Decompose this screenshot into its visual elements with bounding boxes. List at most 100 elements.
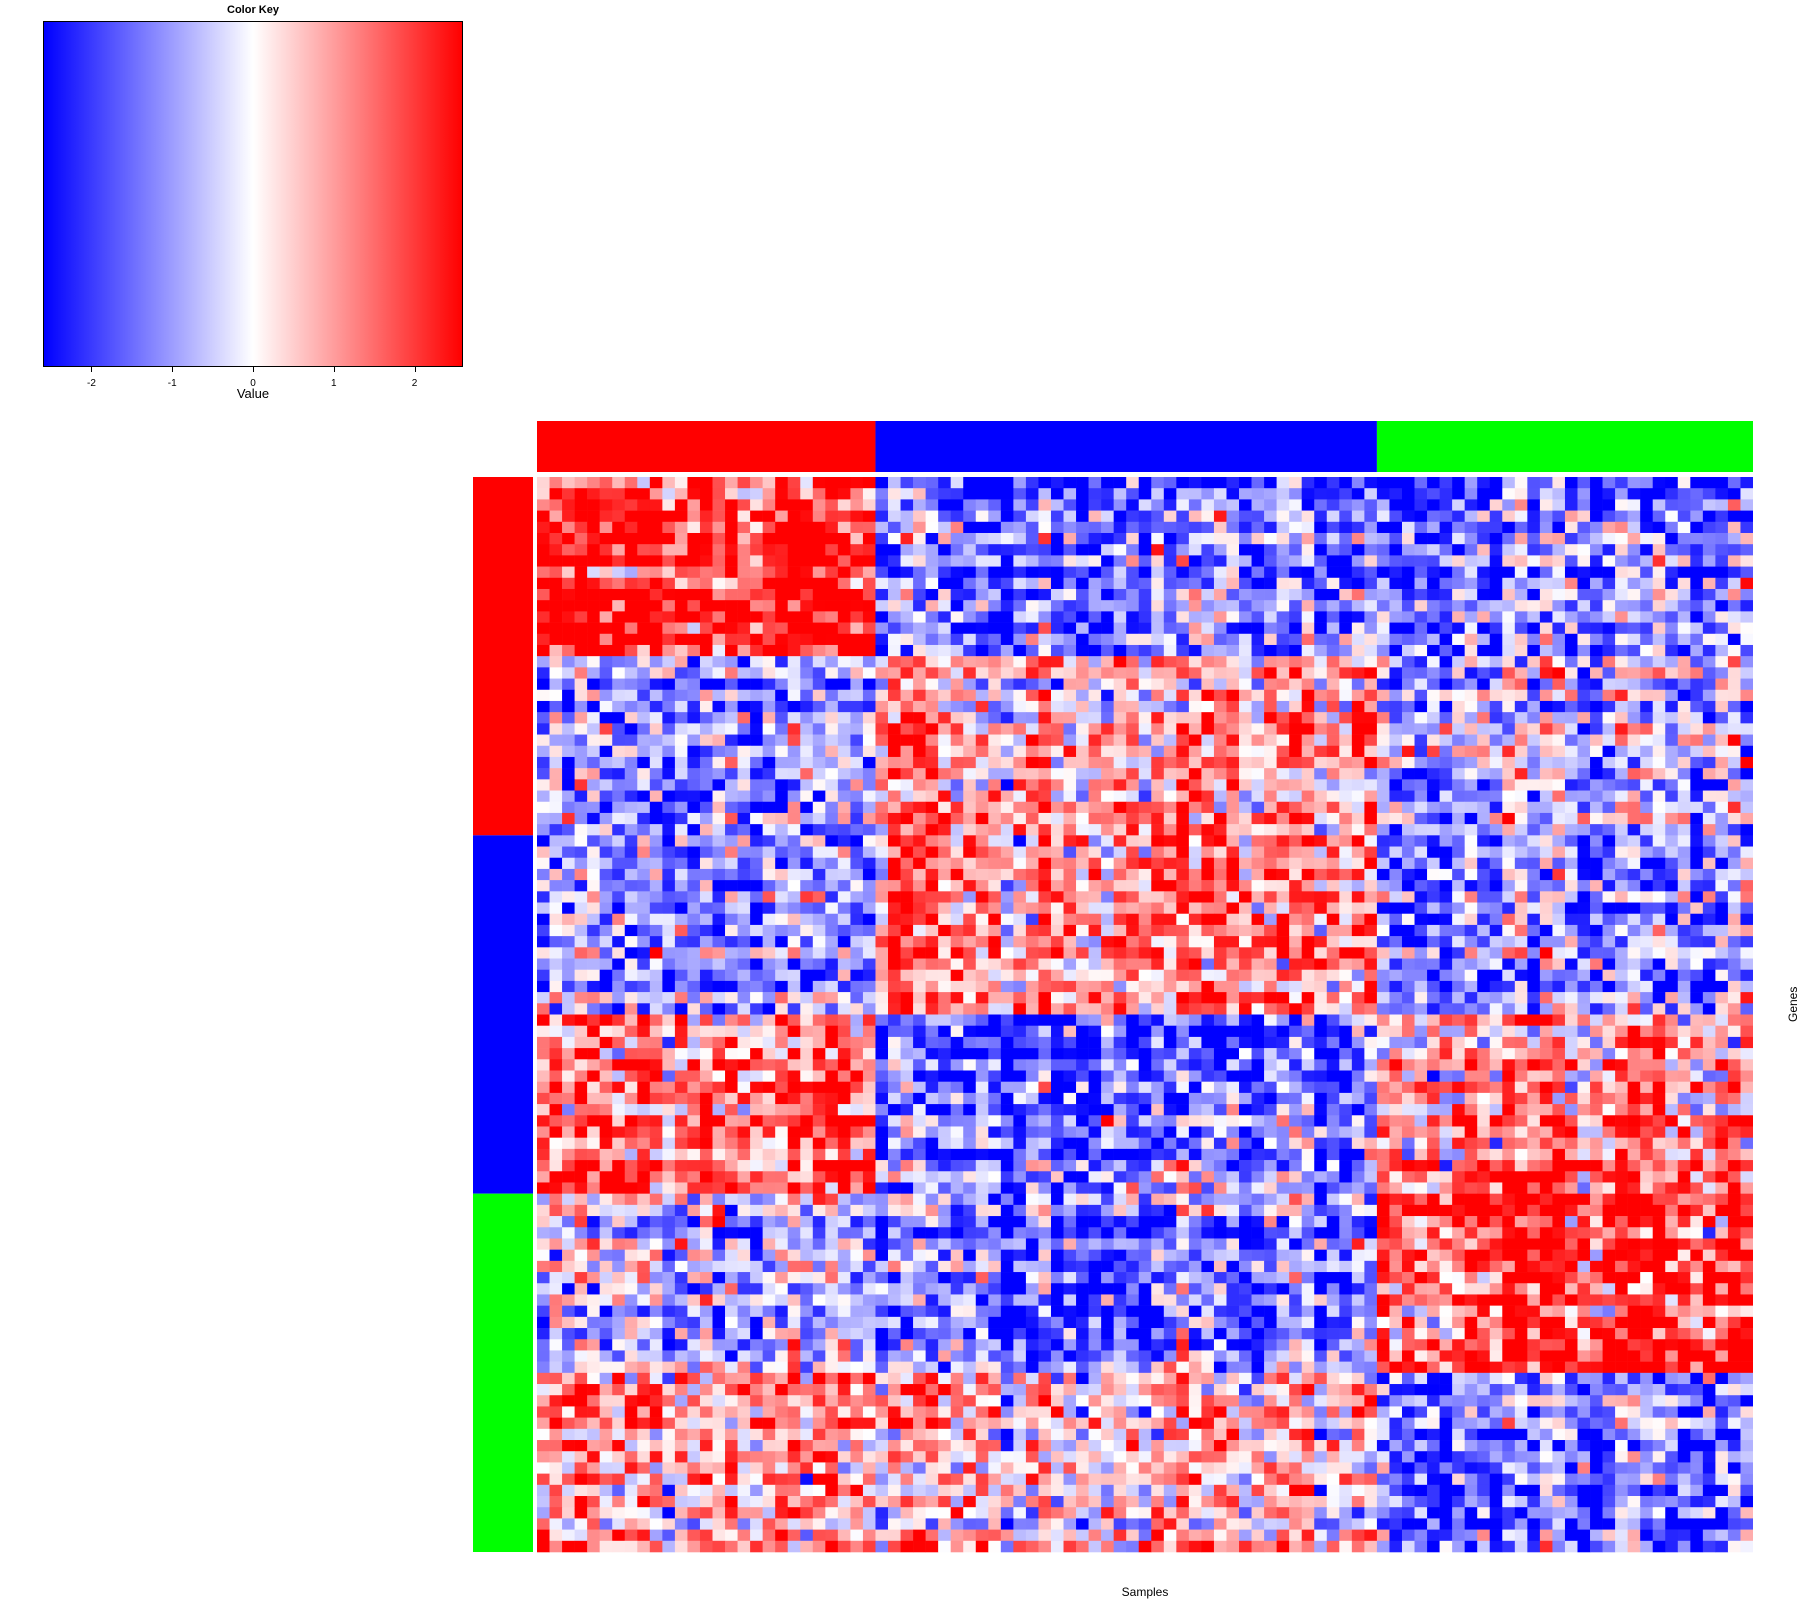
heatmap-cell (1539, 566, 1553, 579)
heatmap-cell (1376, 656, 1390, 668)
heatmap-cell (1577, 488, 1591, 500)
heatmap-cell (812, 846, 826, 859)
heatmap-cell (1264, 488, 1277, 500)
heatmap-cell (549, 678, 563, 691)
heatmap-cell (1289, 756, 1303, 769)
heatmap-cell (1314, 1036, 1328, 1049)
heatmap-cell (549, 521, 563, 534)
heatmap-cell (1652, 611, 1666, 623)
heatmap-cell (1326, 488, 1340, 500)
heatmap-cell (1213, 588, 1227, 601)
heatmap-cell (1564, 902, 1578, 915)
heatmap-cell (637, 835, 651, 847)
heatmap-cell (862, 947, 876, 959)
heatmap-cell (1452, 835, 1465, 847)
heatmap-cell (1326, 924, 1340, 937)
heatmap-cell (1013, 868, 1027, 881)
heatmap-cell (950, 868, 964, 881)
heatmap-cell (1301, 712, 1315, 724)
heatmap-cell (900, 835, 914, 847)
heatmap-cell (574, 868, 588, 881)
heatmap-cell (787, 835, 801, 847)
heatmap-cell (1564, 947, 1578, 959)
heatmap-cell (587, 1025, 600, 1038)
heatmap-cell (913, 712, 926, 724)
heatmap-cell (1050, 824, 1064, 836)
heatmap-cell (725, 1014, 738, 1026)
heatmap-cell (599, 734, 613, 747)
heatmap-cell (1715, 1025, 1729, 1038)
heatmap-cell (1314, 644, 1328, 657)
heatmap-cell (1289, 745, 1303, 758)
heatmap-cell (1151, 768, 1165, 780)
heatmap-cell (1314, 936, 1328, 948)
heatmap-cell (1452, 622, 1465, 635)
heatmap-cell (712, 812, 726, 825)
heatmap-cell (963, 521, 977, 534)
heatmap-cell (1025, 477, 1039, 489)
heatmap-cell (850, 734, 864, 747)
heatmap-cell (1577, 611, 1591, 623)
heatmap-cell (750, 835, 763, 847)
heatmap-cell (1677, 499, 1691, 511)
heatmap-cell (963, 510, 977, 523)
heatmap-cell (674, 768, 688, 780)
heatmap-cell (637, 488, 651, 500)
heatmap-cell (1176, 880, 1190, 892)
heatmap-cell (1239, 521, 1252, 534)
heatmap-cell (862, 544, 876, 556)
heatmap-cell (1439, 712, 1453, 724)
heatmap-cell (850, 980, 864, 993)
heatmap-cell (1615, 924, 1628, 937)
heatmap-cell (1364, 868, 1378, 881)
heatmap-cell (737, 532, 751, 545)
heatmap-cell (712, 1036, 726, 1049)
heatmap-cell (1050, 1025, 1064, 1038)
heatmap-cell (1740, 846, 1753, 859)
heatmap-cell (1201, 532, 1215, 545)
heatmap-cell (1677, 644, 1691, 657)
heatmap-cell (875, 488, 889, 500)
heatmap-cell (775, 689, 789, 702)
heatmap-cell (800, 544, 814, 556)
heatmap-cell (674, 992, 688, 1004)
heatmap-cell (1640, 924, 1654, 937)
heatmap-cell (1702, 812, 1716, 825)
heatmap-cell (963, 734, 977, 747)
heatmap-cell (1414, 611, 1428, 623)
heatmap-cell (1690, 510, 1704, 523)
heatmap-cell (825, 678, 839, 691)
heatmap-cell (862, 1048, 876, 1060)
heatmap-cell (1276, 868, 1290, 881)
heatmap-cell (649, 633, 663, 646)
heatmap-cell (687, 555, 701, 567)
heatmap-cell (1452, 712, 1465, 724)
heatmap-cell (1339, 644, 1353, 657)
heatmap-cell (1376, 756, 1390, 769)
heatmap-cell (812, 499, 826, 511)
heatmap-cell (1213, 812, 1227, 825)
heatmap-cell (1326, 857, 1340, 870)
heatmap-cell (637, 902, 651, 915)
heatmap-cell (1063, 790, 1077, 803)
heatmap-cell (1101, 756, 1114, 769)
heatmap-cell (875, 510, 889, 523)
heatmap-cell (1314, 600, 1328, 612)
heatmap-cell (1376, 1014, 1390, 1026)
heatmap-cell (1627, 902, 1641, 915)
heatmap-cell (775, 824, 789, 836)
heatmap-cell (549, 1014, 563, 1026)
heatmap-cell (1301, 521, 1315, 534)
heatmap-cell (599, 891, 613, 903)
heatmap-cell (1602, 633, 1616, 646)
heatmap-cell (1138, 734, 1152, 747)
heatmap-cell (1264, 588, 1277, 601)
heatmap-cell (1376, 801, 1390, 814)
heatmap-cell (1727, 947, 1741, 959)
heatmap-cell (775, 667, 789, 679)
heatmap-cell (1050, 801, 1064, 814)
heatmap-cell (837, 958, 851, 971)
heatmap-cell (1389, 846, 1403, 859)
heatmap-cell (1326, 734, 1340, 747)
heatmap-cell (1727, 846, 1741, 859)
